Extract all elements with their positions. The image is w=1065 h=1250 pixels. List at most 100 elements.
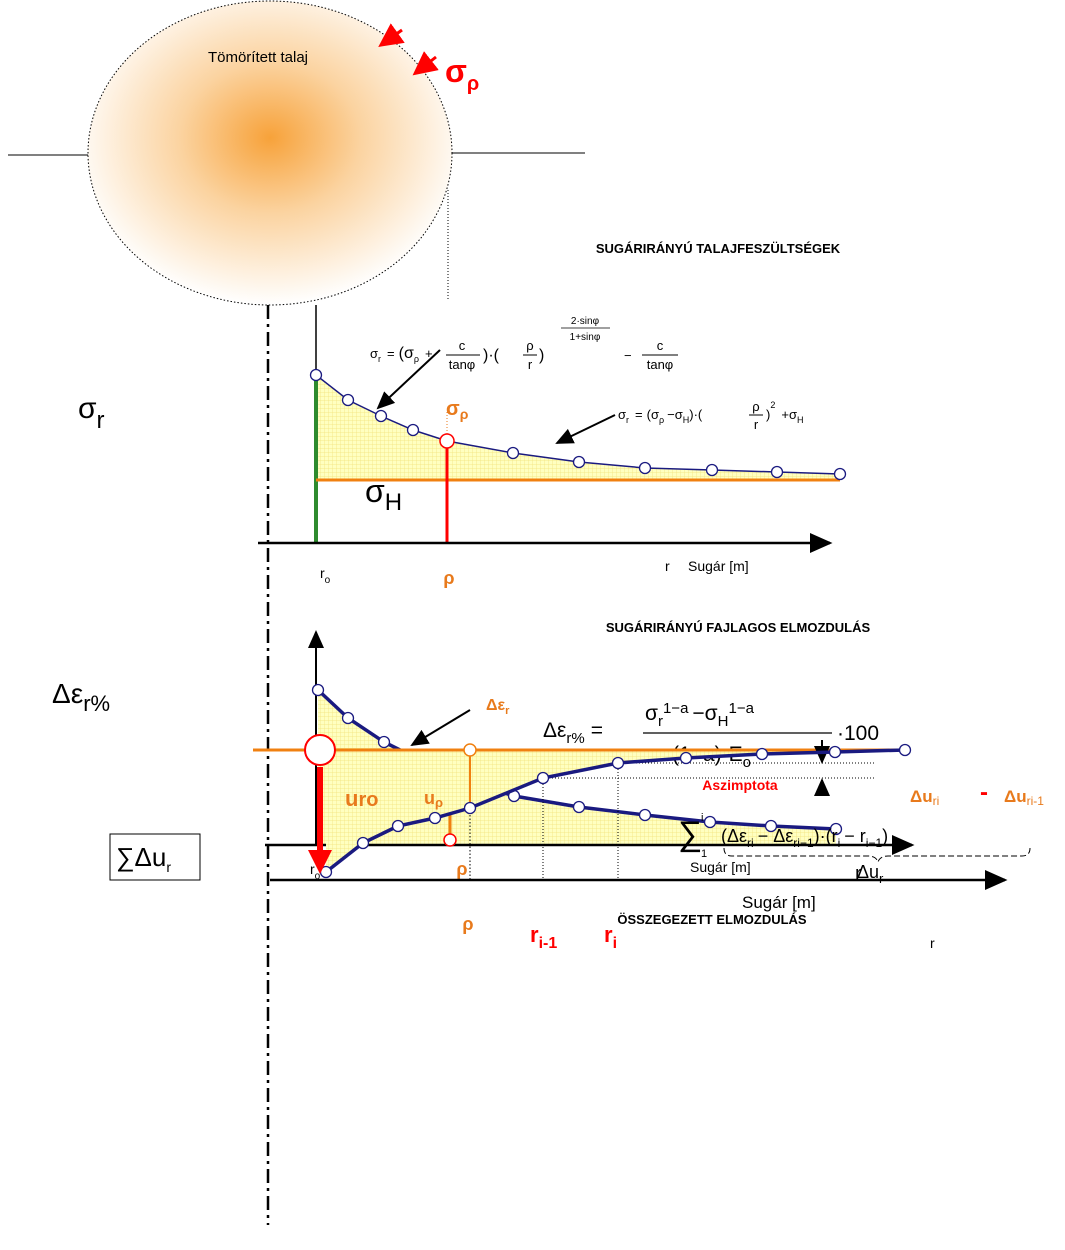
symbol: Δε xyxy=(486,697,506,714)
subscript: ρ xyxy=(467,73,479,95)
page-body: Tömörített talaj σρ SUGÁRIRÁNYÚ TALAJFES… xyxy=(0,0,1065,1250)
minus-sign: - xyxy=(980,779,988,806)
formula-token: 1−a xyxy=(663,700,689,717)
rho-point xyxy=(464,744,476,756)
formula-text: σr=(σρ−σH)·( xyxy=(618,407,703,425)
subscript: ri-1 xyxy=(1027,794,1045,808)
side-label: σr xyxy=(78,392,105,434)
curve-point xyxy=(900,745,911,756)
formula-token: )·( xyxy=(689,407,703,422)
subscript: r xyxy=(505,705,510,717)
curve-point xyxy=(313,685,324,696)
formula-token: r xyxy=(626,415,629,425)
formula-text: σr=(σρ+ xyxy=(370,345,433,364)
curve-point xyxy=(393,821,404,832)
formula-token: tanφ xyxy=(647,357,674,372)
formula-token: 2 xyxy=(770,400,775,410)
rho-label: ρ xyxy=(443,568,454,588)
curve-point xyxy=(538,773,549,784)
curve-point xyxy=(376,411,387,422)
symbol: Δε xyxy=(52,678,83,709)
curve-point xyxy=(574,802,585,813)
formula-token: r xyxy=(879,871,884,886)
subscript: r% xyxy=(83,691,110,716)
compacted-soil xyxy=(88,1,452,305)
symbol: σ xyxy=(446,398,460,420)
page: Sugárirányú talajfeszültségek { "soil": … xyxy=(0,0,1065,1250)
curve-point xyxy=(408,425,419,436)
symbol: σ xyxy=(365,473,385,509)
curve-point xyxy=(830,747,841,758)
panel-title: SUGÁRIRÁNYÚ TALAJFESZÜLTSÉGEK xyxy=(596,241,841,256)
symbol: Δu xyxy=(910,787,933,806)
curve-point xyxy=(574,457,585,468)
r0-label: ro xyxy=(320,565,331,586)
subscript: o xyxy=(325,575,331,586)
formula-token: 1+sinφ xyxy=(570,332,601,343)
r-label: r xyxy=(665,558,670,574)
pointer-arrow xyxy=(412,710,470,745)
formula-token: ∑ xyxy=(678,815,702,853)
axis-label: Sugár [m] xyxy=(690,859,751,875)
side-label: Δεr% xyxy=(52,678,110,716)
formula-token: (σ xyxy=(399,345,414,362)
side-label: ∑Δur xyxy=(116,842,171,875)
formula-token: ri−1 xyxy=(793,836,814,850)
formula-token: = xyxy=(635,407,643,422)
formula-token: c xyxy=(657,338,664,353)
rho-label: ρ xyxy=(462,914,473,934)
r-i-label: ri xyxy=(604,922,617,952)
formula-token: ri xyxy=(747,836,754,850)
rho-point xyxy=(440,434,454,448)
formula-token: 2·sinφ xyxy=(571,316,600,327)
curve-point xyxy=(430,813,441,824)
formula-token: ρ xyxy=(752,399,759,414)
formula-token: r% xyxy=(566,730,584,747)
symbol: σ xyxy=(78,392,97,425)
formula-token: )·( xyxy=(483,347,500,364)
subscript: ro xyxy=(358,789,378,811)
curve-point xyxy=(343,713,354,724)
r-prev-label: ri-1 xyxy=(530,922,557,952)
subscript: i xyxy=(613,935,617,952)
underbrace xyxy=(724,848,1030,862)
subscript: ρ xyxy=(460,406,469,422)
formula-text: )2+σH xyxy=(766,400,803,425)
pressure-arrow xyxy=(422,57,436,68)
curve-point xyxy=(772,467,783,478)
curve-point xyxy=(640,810,651,821)
curve-point xyxy=(705,817,716,828)
symbol: σ xyxy=(445,53,467,89)
symbol: ∑Δu xyxy=(116,842,166,872)
formula-token: ) xyxy=(539,347,544,364)
formula-token: r xyxy=(754,417,759,432)
asymptote-label: Aszimptota xyxy=(702,777,778,793)
formula-token: i xyxy=(838,836,841,850)
formula-token: 100 xyxy=(844,722,879,745)
formula-token: r xyxy=(378,354,381,364)
formula-token: (Δε xyxy=(721,826,747,846)
formula-2: σr=(σρ−σH)·( ρ r )2+σH xyxy=(618,399,803,432)
formula-token: 1−a xyxy=(729,700,755,717)
formula-token: +σ xyxy=(781,407,797,422)
curve-point xyxy=(640,463,651,474)
symbol: u xyxy=(345,786,358,811)
rho-label: ρ xyxy=(456,859,467,879)
formula-token: (σ xyxy=(647,407,659,422)
axis-label: Sugár [m] xyxy=(742,893,816,912)
formula-token: − r xyxy=(844,826,866,846)
curve-point xyxy=(358,838,369,849)
pointer-arrow xyxy=(557,415,615,443)
formula-token: H xyxy=(718,713,729,730)
formula-token: σ xyxy=(645,702,658,725)
symbol: u xyxy=(424,788,435,808)
formula-token: = xyxy=(591,719,603,742)
subscript: r xyxy=(97,407,105,434)
formula-token: 1 xyxy=(701,848,707,860)
formula-token: i xyxy=(701,812,703,824)
formula-token: ρ xyxy=(414,354,419,364)
formula-text: σr1−a−σH1−a xyxy=(645,700,755,730)
pressure-symbol: σρ xyxy=(445,53,479,95)
curve-point xyxy=(508,448,519,459)
formula-token: r xyxy=(528,357,533,372)
